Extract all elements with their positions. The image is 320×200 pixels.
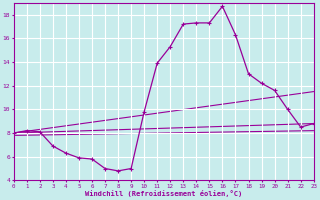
X-axis label: Windchill (Refroidissement éolien,°C): Windchill (Refroidissement éolien,°C) bbox=[85, 190, 242, 197]
